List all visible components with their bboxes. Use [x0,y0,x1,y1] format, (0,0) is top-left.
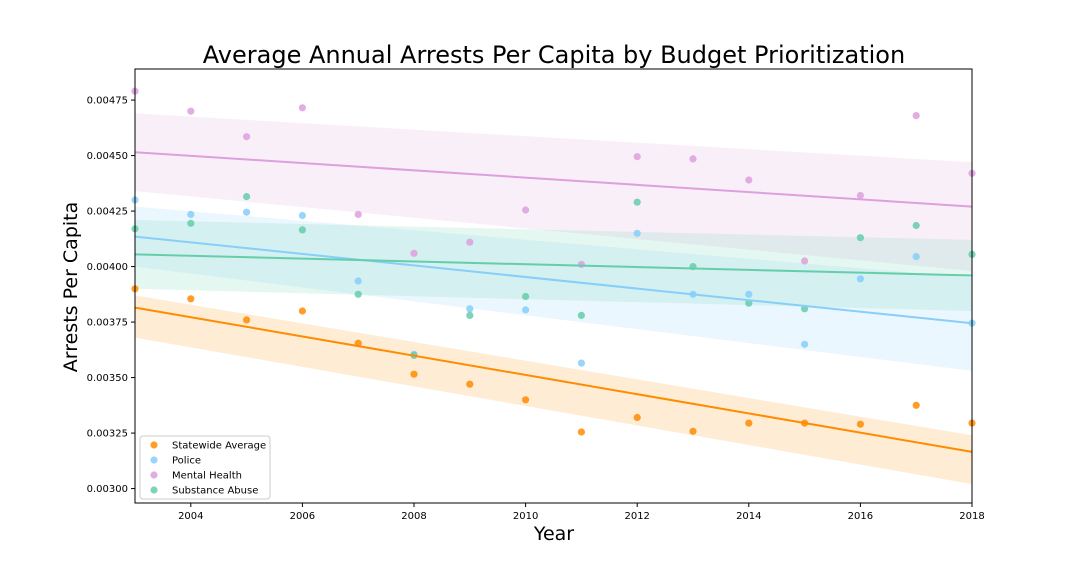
data-point [410,249,418,257]
x-tick-label: 2018 [959,511,984,522]
data-point [912,253,920,261]
data-point [633,413,641,422]
data-point [410,370,418,378]
data-point [466,380,474,388]
data-point [522,292,530,301]
data-point [522,206,530,214]
data-point [243,208,251,216]
legend: Statewide Average Police Mental Health Subs… [139,435,271,500]
data-point [522,306,530,314]
y-tick-label: 0.00350 [87,373,128,384]
confidence-band [135,295,972,485]
data-point [298,307,306,315]
legend-marker [150,486,158,494]
data-point [187,107,195,115]
data-point [745,176,753,184]
y-tick-label: 0.00475 [87,96,128,107]
data-point [745,290,753,298]
data-point [689,155,697,163]
y-tick-label: 0.00400 [87,262,128,273]
data-point [298,211,306,220]
data-point [522,396,530,404]
y-tick-label: 0.00425 [87,207,128,218]
data-point [298,104,306,112]
data-point [243,133,251,141]
legend-box [139,435,271,500]
data-point [856,234,865,242]
plot-frame [134,68,973,504]
legend-marker [150,456,158,464]
data-point [856,420,865,428]
data-point [633,198,641,206]
data-point [354,290,362,298]
confidence-band [135,206,972,371]
data-point [298,226,306,234]
legend-label: Substance Abuse [172,486,258,497]
data-point [745,419,753,427]
data-point [243,193,251,201]
data-point [354,210,362,218]
y-tick-label: 0.00300 [87,484,128,495]
data-point [187,295,195,303]
x-tick-label: 2008 [401,511,426,522]
y-axis-label: Arrests Per Capita [60,202,82,373]
data-point [856,275,865,283]
data-point [577,311,586,319]
data-point [577,260,586,268]
data-point [745,299,753,307]
data-point [801,340,809,348]
y-tick-label: 0.00450 [87,151,128,162]
x-tick-label: 2012 [624,511,649,522]
trend-line [134,235,973,325]
data-point [243,316,251,324]
plot-area: 2004 2006 2008 2010 2012 2014 2016 2018 0.00300 0… [87,68,985,522]
data-point [187,219,195,227]
data-point [577,359,586,367]
data-point [912,221,920,230]
legend-label: Mental Health [172,471,242,482]
data-point [466,305,474,313]
x-tick-label: 2010 [513,511,538,522]
legend-marker [150,441,158,449]
data-point [466,238,474,246]
x-tick-label: 2004 [178,511,203,522]
x-tick-label: 2016 [848,511,873,522]
trend-line [134,253,973,277]
x-tick-label: 2014 [736,511,761,522]
data-point [801,257,809,265]
data-point [689,427,697,435]
data-point [912,112,920,120]
legend-marker [150,471,158,479]
trend-line [134,151,973,208]
data-point [187,210,195,218]
legend-label: Police [172,456,201,467]
x-axis-label: Year [533,523,574,545]
x-tick-label: 2006 [290,511,315,522]
y-tick-label: 0.00325 [87,429,128,440]
data-point [633,153,641,161]
legend-label: Statewide Average [172,441,266,452]
data-point [577,428,586,436]
data-point [354,277,362,285]
data-point [633,229,641,237]
data-point [856,191,865,200]
confidence-band [135,113,972,272]
chart-title: Average Annual Arrests Per Capita by Bud… [203,41,905,69]
data-point [912,401,920,409]
y-tick-label: 0.00375 [87,318,128,329]
data-point [466,311,474,319]
trend-line [134,306,973,453]
